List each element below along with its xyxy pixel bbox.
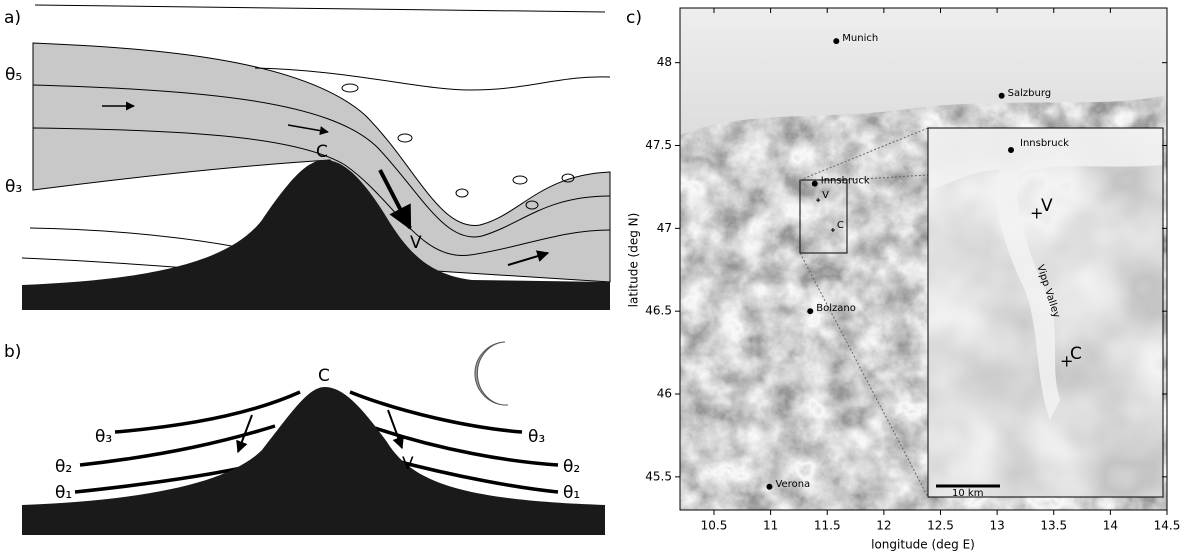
panel-c: c) Innsbruck + V Vipp Valley + C 10 km l…	[626, 7, 1181, 552]
crest-label: C	[318, 366, 330, 386]
crest-label: C	[316, 142, 328, 162]
panel-label: c)	[626, 8, 642, 28]
city-marker	[807, 308, 814, 315]
inset-city-label: Innsbruck	[1020, 138, 1069, 149]
streamline	[34, 4, 606, 13]
y-axis-label: latitude (deg N)	[627, 213, 641, 308]
inset: Innsbruck + V Vipp Valley + C 10 km	[927, 127, 1164, 499]
city-marker	[811, 180, 818, 187]
y-tick-label: 47	[657, 221, 672, 235]
city-label: Bolzano	[816, 303, 856, 314]
map-frame	[679, 7, 1168, 511]
inset-site-marker: +	[1030, 204, 1043, 223]
flow-arrow	[287, 124, 329, 136]
city-marker	[998, 92, 1005, 99]
y-tick-label: 48	[657, 55, 672, 69]
inset-site-label: C	[1070, 344, 1082, 364]
drainage-arrow	[236, 414, 253, 454]
drainage-arrow	[387, 409, 404, 450]
panel-label: b)	[4, 342, 21, 362]
flow-arrow	[507, 250, 550, 266]
city-label: Innsbruck	[821, 176, 870, 187]
mountain	[22, 160, 610, 310]
y-tick-label: 45.5	[645, 469, 672, 483]
theta-label: θ₃	[528, 427, 545, 447]
city-marker	[766, 483, 773, 490]
y-tick-label: 46	[657, 387, 672, 401]
theta-label: θ₁	[563, 483, 580, 503]
valley-label: V	[402, 454, 414, 474]
panel-label: a)	[4, 8, 21, 28]
inset-site-label: V	[1041, 196, 1053, 216]
zoom-box	[799, 179, 848, 254]
x-tick-label: 12	[876, 519, 891, 533]
zoom-lines	[799, 127, 929, 498]
streamline	[32, 84, 611, 238]
x-tick-label: 10.5	[701, 519, 728, 533]
x-tick-label: 11	[763, 519, 778, 533]
inset-city	[1008, 147, 1014, 153]
x-tick-label: 14.5	[1154, 519, 1181, 533]
isentropes	[74, 390, 559, 494]
y-tick-label: 47.5	[645, 138, 672, 152]
theta-label: θ₅	[5, 65, 22, 85]
x-tick-label: 13.5	[1040, 519, 1067, 533]
mountain	[22, 387, 605, 535]
site-label: C	[837, 220, 844, 231]
y-tick-label: 46.5	[645, 304, 672, 318]
inset-site-marker: +	[1060, 352, 1073, 371]
city-label: Munich	[842, 33, 878, 44]
theta-label: θ₂	[563, 457, 580, 477]
scale-label: 10 km	[952, 488, 983, 499]
moon	[474, 341, 509, 406]
x-tick-label: 14	[1103, 519, 1118, 533]
eddies	[341, 83, 575, 210]
x-axis-label: longitude (deg E)	[871, 538, 975, 552]
site-marker	[830, 228, 835, 233]
streamline	[32, 127, 611, 256]
city-label: Salzburg	[1008, 88, 1051, 99]
x-tick-label: 13	[989, 519, 1004, 533]
valley-label: V	[410, 233, 422, 253]
theta-label: θ₃	[5, 177, 22, 197]
x-tick-label: 11.5	[814, 519, 841, 533]
theta-label: θ₁	[55, 483, 72, 503]
site-label: V	[822, 190, 829, 201]
panel-a: a) θ₅ θ₃ C V	[4, 4, 611, 310]
downslope-arrow	[378, 169, 412, 231]
x-tick-label: 12.5	[927, 519, 954, 533]
theta-label: θ₂	[55, 457, 72, 477]
theta-label: θ₃	[95, 427, 112, 447]
city-marker	[833, 38, 840, 45]
streamline	[254, 67, 611, 91]
city-label: Verona	[775, 479, 810, 490]
site-marker	[816, 198, 821, 203]
panel-b: b) C V θ₃ θ₂ θ₁ θ₃ θ₂ θ₁	[4, 341, 605, 535]
